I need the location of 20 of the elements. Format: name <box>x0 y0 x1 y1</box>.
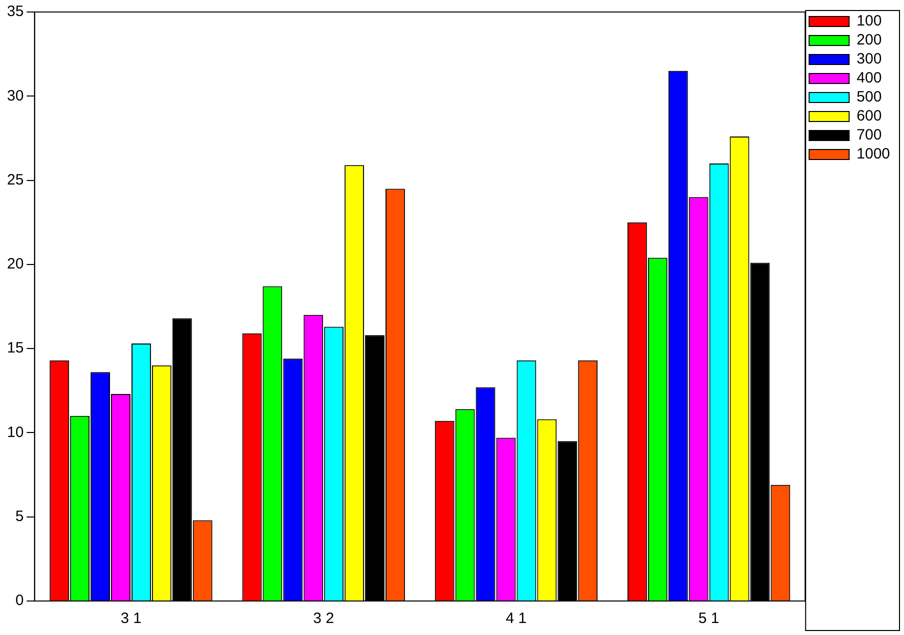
legend-label: 600 <box>856 108 882 125</box>
x-tick-label: 3 1 <box>120 610 142 628</box>
y-tick-label: 25 <box>6 171 24 188</box>
y-tick-label: 15 <box>6 340 24 357</box>
x-tick-label: 4 1 <box>506 610 527 628</box>
legend-label: 100 <box>856 12 882 30</box>
x-tick-label: 3 2 <box>313 610 334 628</box>
y-tick-label: 10 <box>6 424 24 441</box>
legend-label: 200 <box>856 32 882 49</box>
legend-label: 500 <box>856 88 882 106</box>
legend-label: 400 <box>856 70 882 87</box>
y-tick-label: 0 <box>15 592 24 610</box>
y-tick-label: 30 <box>6 87 24 104</box>
y-tick-label: 5 <box>15 508 24 525</box>
x-tick-label: 5 1 <box>698 610 720 628</box>
y-tick-label: 20 <box>6 256 24 273</box>
legend-label: 300 <box>856 50 882 68</box>
y-tick-label: 35 <box>6 3 24 20</box>
legend-label: 1000 <box>856 146 890 163</box>
legend-label: 700 <box>856 126 882 144</box>
